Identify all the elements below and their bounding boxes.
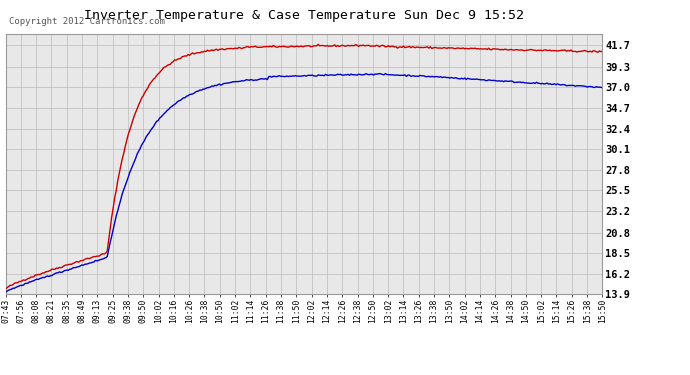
Text: Inverter Temperature & Case Temperature Sun Dec 9 15:52: Inverter Temperature & Case Temperature … (84, 9, 524, 22)
Text: Inverter  (°C): Inverter (°C) (532, 14, 614, 24)
Text: Case  (°C): Case (°C) (440, 14, 499, 24)
Text: Copyright 2012 Cartronics.com: Copyright 2012 Cartronics.com (9, 17, 165, 26)
